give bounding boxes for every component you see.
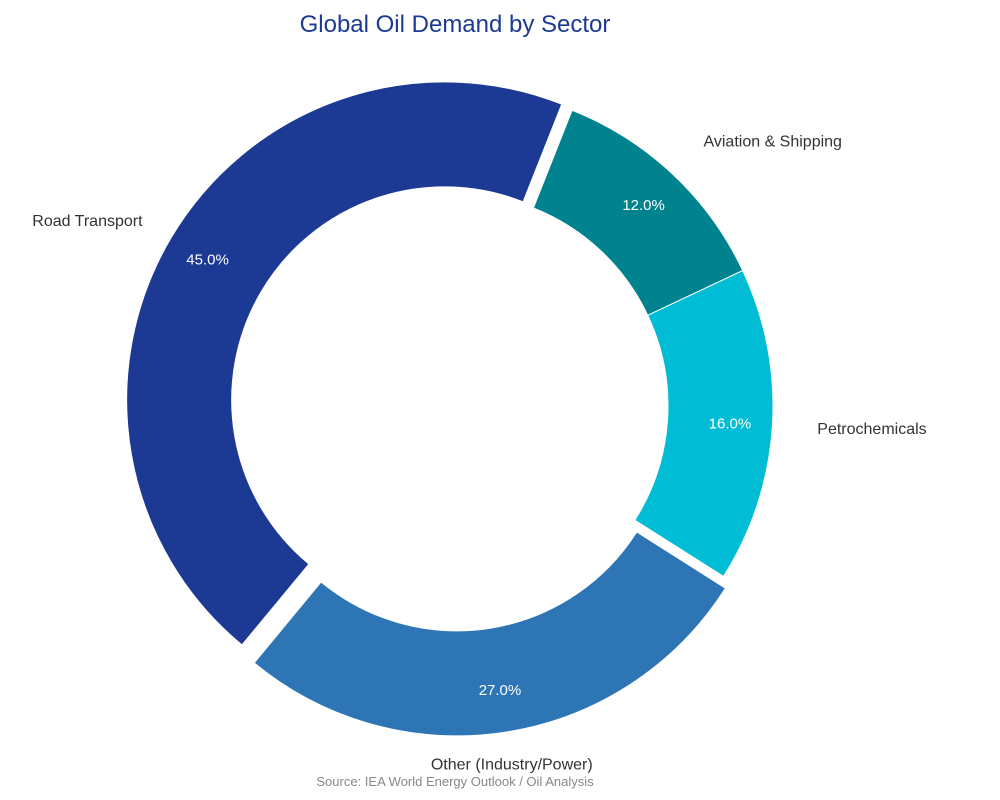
category-label-petrochemicals: Petrochemicals [817, 421, 926, 438]
category-label-other-industry-power: Other (Industry/Power) [431, 757, 593, 774]
chart-source: Source: IEA World Energy Outlook / Oil A… [316, 774, 594, 789]
pct-label-other-industry-power: 27.0% [479, 682, 522, 699]
chart-title: Global Oil Demand by Sector [300, 11, 611, 38]
slice-other-industry-power [253, 531, 727, 737]
category-label-road-transport: Road Transport [32, 213, 143, 230]
slice-petrochemicals [634, 269, 774, 578]
donut-labels: 45.0% Road Transport 12.0% Aviation & Shipp… [32, 133, 926, 773]
slice-road-transport [126, 81, 563, 646]
donut-slices [126, 81, 774, 737]
pct-label-petrochemicals: 16.0% [709, 415, 752, 432]
pct-label-road-transport: 45.0% [186, 252, 229, 269]
pct-label-aviation-shipping: 12.0% [622, 197, 665, 214]
category-label-aviation-shipping: Aviation & Shipping [703, 133, 841, 150]
